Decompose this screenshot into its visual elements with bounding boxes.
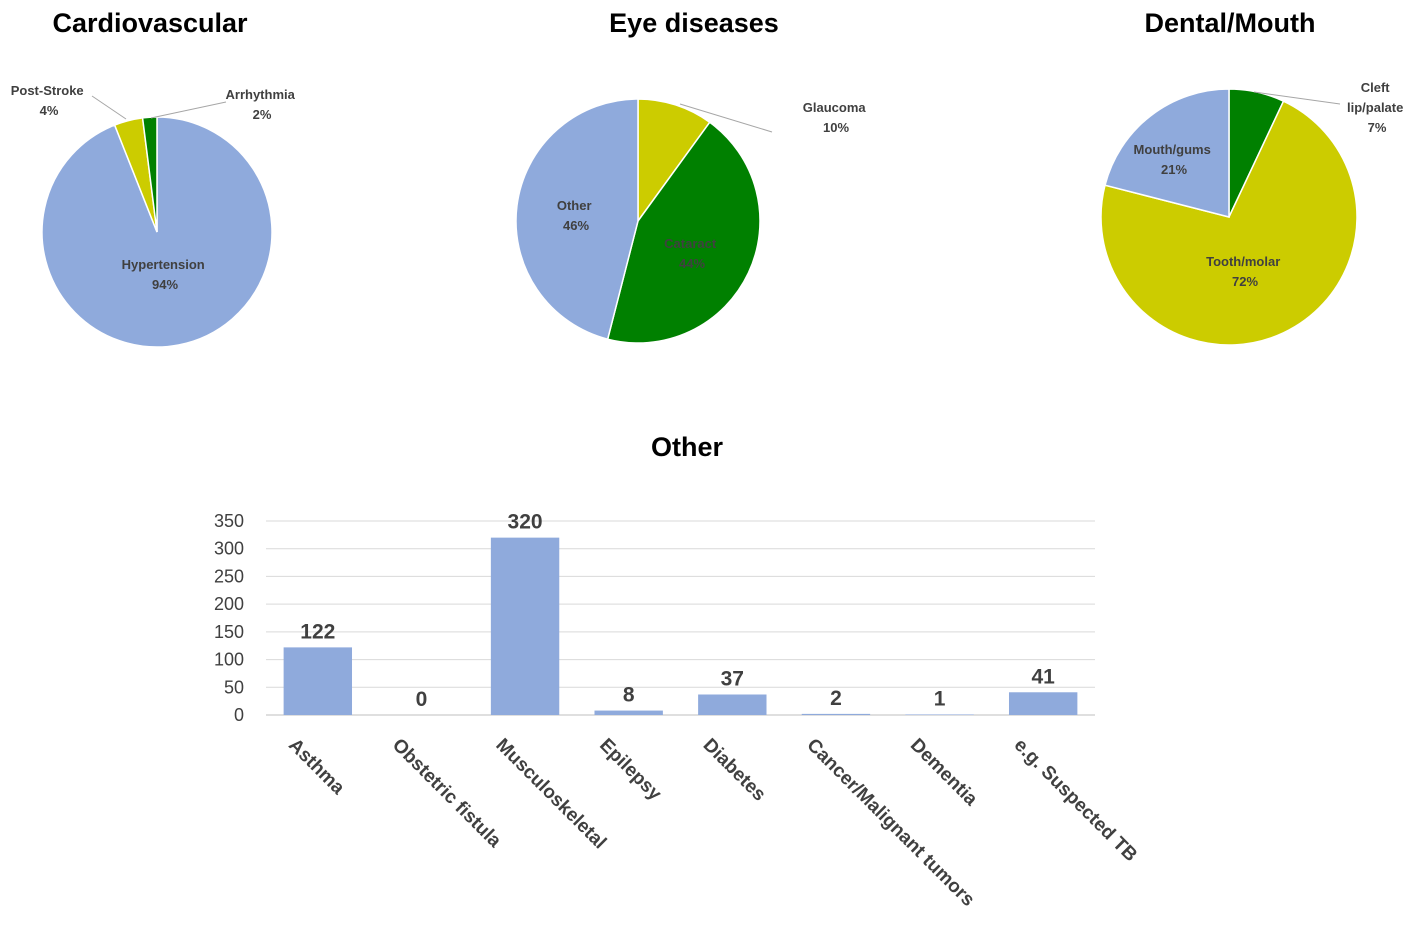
pie-chart-cardiovascular: Cardiovascular Hypertension 94% Post-Str…	[11, 8, 299, 348]
bar-epilepsy	[594, 710, 663, 715]
slice-label-mouth-gums: Mouth/gums 21%	[1134, 142, 1215, 177]
data-label-dementia: 1	[934, 687, 946, 710]
bar-asthma	[283, 647, 353, 715]
pie-slice-tooth-molar	[1100, 100, 1358, 346]
leader-line-post-stroke	[91, 95, 127, 120]
chart-title-cardiovascular: Cardiovascular	[52, 8, 248, 38]
bar-musculoskeletal	[490, 537, 560, 715]
category-label-musculoskeletal: Musculoskeletal	[492, 735, 611, 854]
category-label-dementia: Dementia	[906, 735, 982, 811]
bar-dementia	[905, 714, 974, 715]
data-label-cancer-malignant-tumors: 2	[830, 687, 842, 710]
y-tick-label: 300	[214, 539, 244, 559]
slice-label-tooth-molar: Tooth/molar 72%	[1206, 254, 1284, 289]
pie-chart-eye-diseases: Eye diseases Glaucoma 10% Cataract 44% O…	[515, 8, 869, 344]
bar-e-g-suspected-tb	[1008, 692, 1078, 715]
category-label-epilepsy: Epilepsy	[595, 735, 665, 805]
data-label-epilepsy: 8	[623, 684, 635, 707]
y-tick-label: 150	[214, 622, 244, 642]
slice-label-arrhythmia: Arrhythmia 2%	[226, 87, 299, 122]
chart-title-other: Other	[651, 432, 724, 462]
leader-line-glaucoma	[679, 103, 773, 133]
y-tick-label: 200	[214, 594, 244, 614]
y-tick-label: 100	[214, 650, 244, 670]
data-label-e-g-suspected-tb: 41	[1032, 665, 1056, 688]
pie-slice-cataract	[606, 121, 761, 344]
category-label-cancer-malignant-tumors: Cancer/Malignant tumors	[802, 735, 978, 911]
slice-label-hypertension: Hypertension 94%	[122, 257, 209, 292]
data-label-obstetric-fistula: 0	[416, 688, 428, 711]
chart-title-eye-diseases: Eye diseases	[609, 8, 779, 38]
y-tick-label: 50	[224, 677, 244, 697]
category-label-e-g-suspected-tb: e.g. Suspected TB	[1010, 735, 1141, 866]
category-label-asthma: Asthma	[284, 735, 348, 799]
pie-slice-glaucoma	[637, 98, 711, 224]
pie-slice-mouth-gums	[1104, 88, 1230, 218]
chart-title-dental-mouth: Dental/Mouth	[1145, 8, 1316, 38]
pie-chart-dental-mouth: Dental/Mouth Cleft lip/palate 7% Tooth/m…	[1100, 8, 1407, 346]
pie-slice-other	[515, 98, 639, 341]
leader-line-arrhythmia	[150, 101, 227, 119]
y-tick-label: 350	[214, 511, 244, 531]
y-tick-label: 250	[214, 566, 244, 586]
data-label-musculoskeletal: 320	[508, 511, 543, 534]
y-tick-label: 0	[234, 705, 244, 725]
data-label-diabetes: 37	[721, 667, 744, 690]
slice-label-cleft: Cleft lip/palate 7%	[1347, 80, 1407, 135]
slice-label-post-stroke: Post-Stroke 4%	[11, 83, 88, 118]
leader-line-cleft	[1253, 91, 1341, 105]
bar-chart-other: Other 0 50 100 150 200 250 300 350 122 0 320 8 37 2 1…	[214, 432, 1141, 911]
data-label-asthma: 122	[300, 620, 335, 643]
slice-label-cataract: Cataract 44%	[664, 236, 720, 271]
bar-diabetes	[698, 694, 767, 715]
slice-label-other-eye: Other 46%	[557, 198, 595, 233]
slice-label-glaucoma: Glaucoma 10%	[803, 100, 869, 135]
category-label-obstetric-fistula: Obstetric fistula	[388, 735, 505, 852]
category-label-diabetes: Diabetes	[699, 735, 770, 806]
bar-cancer-malignant-tumors	[801, 713, 871, 715]
